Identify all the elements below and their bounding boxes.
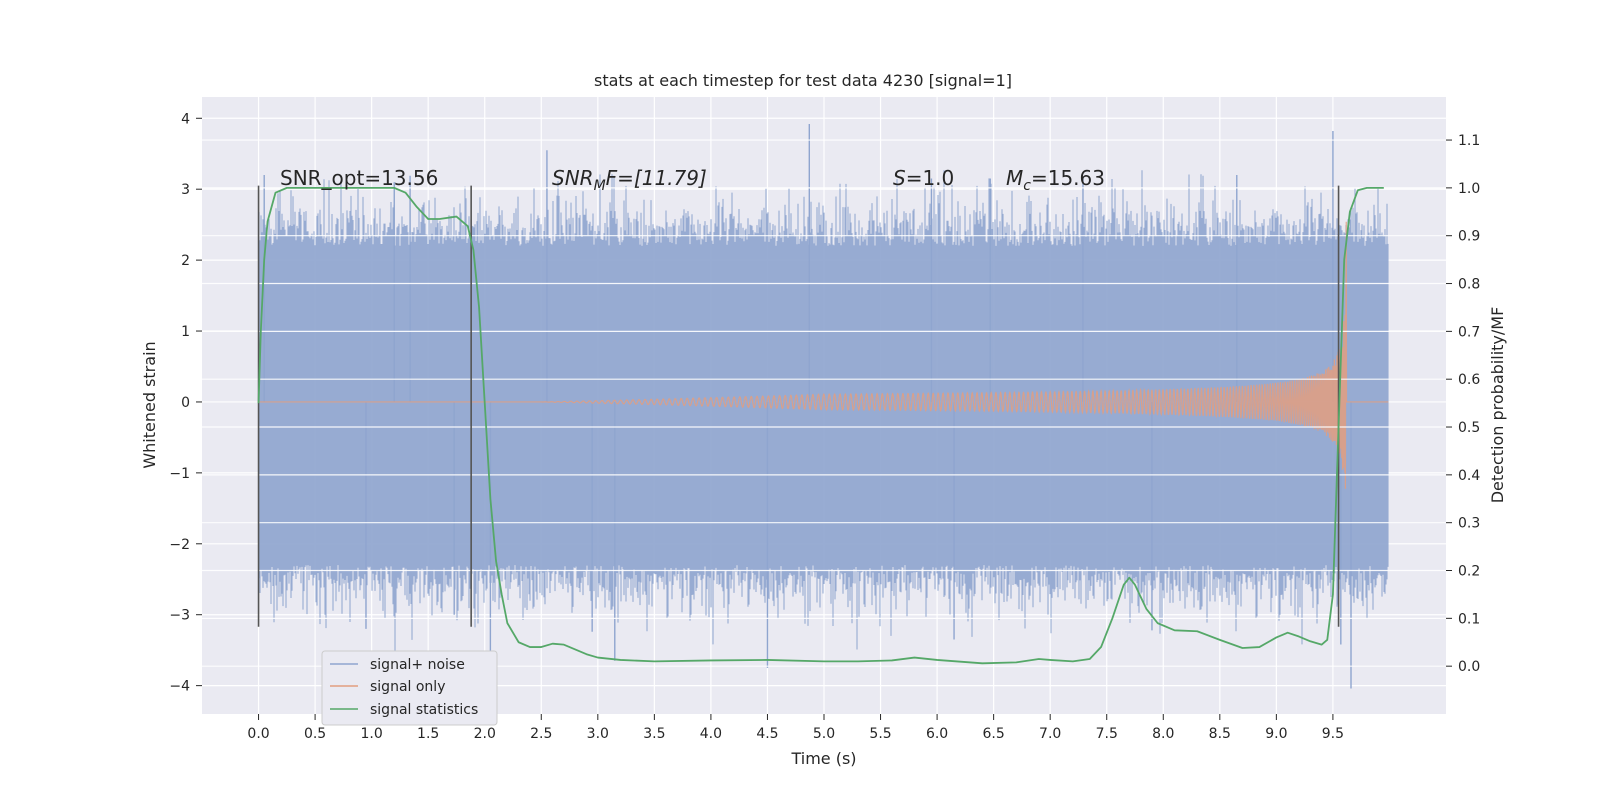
annotation-s-tail: =1.0 (906, 166, 955, 190)
series-signal-statistics (257, 186, 1384, 665)
yr-tick-label-8: 0.3 (1458, 516, 1480, 532)
annotation-mc: Mc=15.63 (1006, 166, 1105, 194)
y-tick-label-6: −2 (169, 537, 190, 553)
y-tick-label-7: −3 (169, 608, 190, 624)
x-axis-label: Time (s) (790, 749, 856, 768)
x-tick-label-6: 3.0 (587, 726, 609, 742)
x-tick-label-5: 2.5 (530, 726, 552, 742)
legend-label-noise: signal+ noise (370, 657, 465, 673)
y-tick-label-5: −1 (169, 466, 190, 482)
annotation-snr-mf: SNRMF=[11.79] (552, 166, 707, 194)
x-tick-label-13: 6.5 (983, 726, 1005, 742)
legend-box (321, 650, 498, 726)
signal-line (258, 221, 1389, 489)
annotation-s: S=1.0 (893, 166, 954, 190)
yr-tick-label-7: 0.4 (1458, 468, 1480, 484)
annotation-s-main: S (893, 166, 906, 190)
y-tick-label-1: 3 (181, 182, 190, 198)
x-tick-label-17: 8.5 (1209, 726, 1231, 742)
x-tick-label-15: 7.5 (1096, 726, 1118, 742)
yr-tick-label-2: 0.9 (1458, 229, 1480, 245)
y-tick-label-0: 4 (181, 111, 190, 127)
x-tick-label-18: 9.0 (1265, 726, 1287, 742)
y-right-axis-ticks: 1.1 1.0 0.9 0.8 0.7 0.6 0.5 0.4 0.3 0.2 0.1 0.0 (1446, 133, 1480, 675)
y-axis-label: Whitened strain (140, 341, 159, 468)
legend-label-stats: signal statistics (370, 702, 478, 718)
series-signal-only (258, 221, 1389, 489)
yr-tick-label-9: 0.2 (1458, 564, 1480, 580)
y-axis-ticks: 4 3 2 1 0 −1 −2 −3 −4 (169, 111, 202, 695)
y-right-axis-label: Detection probability/MF (1488, 307, 1507, 504)
y-tick-label-3: 1 (181, 324, 190, 340)
annotation-mc-main: M (1006, 166, 1023, 190)
yr-tick-label-3: 0.8 (1458, 277, 1480, 293)
annotation-mc-tail: =15.63 (1031, 166, 1105, 190)
y-tick-label-2: 2 (181, 253, 190, 269)
x-tick-label-10: 5.0 (813, 726, 835, 742)
yr-tick-label-10: 0.1 (1458, 611, 1480, 627)
x-tick-label-14: 7.0 (1039, 726, 1061, 742)
yr-tick-label-6: 0.5 (1458, 420, 1480, 436)
yr-tick-label-0: 1.1 (1458, 133, 1480, 149)
grid-right-axis (202, 139, 1446, 667)
stats-line (257, 186, 1384, 665)
x-tick-label-19: 9.5 (1322, 726, 1344, 742)
x-tick-label-12: 6.0 (926, 726, 948, 742)
legend: signal+ noise signal only signal statist… (321, 650, 498, 726)
annotation-snr-opt: SNR_opt=13.56 (280, 166, 438, 190)
annotation-snr-mf-tail: F=[11.79] (606, 166, 707, 190)
annotation-snr-mf-main: SNR (552, 166, 594, 190)
y-tick-label-4: 0 (181, 395, 190, 411)
yr-tick-label-11: 0.0 (1458, 659, 1480, 675)
annotation-mc-sub: c (1023, 178, 1031, 194)
x-axis-ticks: 0.0 0.5 1.0 1.5 2.0 2.5 3.0 3.5 4.0 4.5 5.0 5.5 6.0 6… (247, 714, 1344, 742)
x-tick-label-8: 4.0 (700, 726, 722, 742)
x-tick-label-4: 2.0 (474, 726, 496, 742)
legend-label-signal: signal only (370, 679, 445, 695)
chart-title: stats at each timestep for test data 423… (594, 71, 1012, 90)
yr-tick-label-1: 1.0 (1458, 181, 1480, 197)
x-tick-label-16: 8.0 (1152, 726, 1174, 742)
x-tick-label-0: 0.0 (247, 726, 269, 742)
x-tick-label-7: 3.5 (643, 726, 665, 742)
x-tick-label-1: 0.5 (304, 726, 326, 742)
y-tick-label-8: −4 (169, 679, 190, 695)
x-tick-label-11: 5.5 (869, 726, 891, 742)
x-tick-label-9: 4.5 (756, 726, 778, 742)
yr-tick-label-4: 0.7 (1458, 324, 1480, 340)
annotation-snr-mf-sub: M (594, 178, 606, 194)
x-tick-label-2: 1.0 (361, 726, 383, 742)
x-tick-label-3: 1.5 (417, 726, 439, 742)
yr-tick-label-5: 0.6 (1458, 372, 1480, 388)
